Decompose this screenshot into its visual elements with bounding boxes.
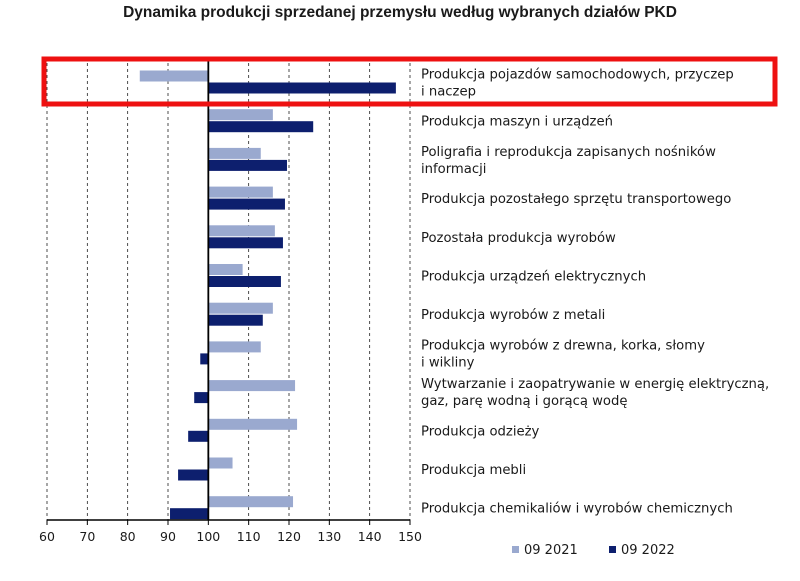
bar-series-2 <box>178 469 209 481</box>
x-tick-label: 70 <box>79 529 95 544</box>
x-tick-label: 150 <box>398 529 422 544</box>
category-label: Produkcja pozostałego sprzętu transporto… <box>421 192 731 207</box>
x-tick-label: 110 <box>237 529 261 544</box>
bar-series-2 <box>194 392 209 404</box>
bar-series-1 <box>208 109 273 121</box>
highlight-rectangle <box>41 56 778 107</box>
bar-series-1 <box>208 302 273 314</box>
x-tick-label: 140 <box>358 529 382 544</box>
category-label: i wikliny <box>421 355 475 370</box>
bar-series-2 <box>208 314 263 326</box>
bar-series-1 <box>208 341 261 353</box>
bar-series-1 <box>208 186 273 198</box>
bars <box>139 70 396 520</box>
x-tick-label: 100 <box>196 529 220 544</box>
category-label: Produkcja maszyn i urządzeń <box>421 114 613 130</box>
category-labels: Produkcja pojazdów samochodowych, przycz… <box>421 67 769 517</box>
legend-label: 09 2021 <box>524 543 578 558</box>
bar-series-1 <box>208 496 294 508</box>
category-label: i naczep <box>421 85 476 100</box>
category-label: Produkcja pojazdów samochodowych, przycz… <box>421 67 734 83</box>
bar-series-1 <box>208 225 275 237</box>
x-tick-label: 130 <box>317 529 341 544</box>
bar-series-1 <box>139 70 209 82</box>
legend-swatch <box>609 546 616 553</box>
bar-series-2 <box>200 353 209 365</box>
category-label: Produkcja chemikaliów i wyrobów chemiczn… <box>421 501 733 517</box>
category-label: Poligrafia i reprodukcja zapisanych nośn… <box>421 144 716 160</box>
x-tick-label: 120 <box>277 529 301 544</box>
category-label: Produkcja mebli <box>421 463 526 478</box>
category-label: Wytwarzanie i zaopatrywanie w energię el… <box>421 377 769 392</box>
category-label: Produkcja odzieży <box>421 424 540 439</box>
bar-series-1 <box>208 380 296 392</box>
highlight-frame <box>41 56 778 107</box>
bar-series-2 <box>208 237 283 249</box>
tick-labels: 60 70 80 90 100 110 120 130 140 150 <box>39 529 422 544</box>
category-label: informacji <box>421 162 486 177</box>
category-label: Pozostała produkcja wyrobów <box>421 230 616 246</box>
category-label: gaz, parę wodną i gorącą wodę <box>421 394 627 409</box>
bar-series-2 <box>188 430 209 442</box>
bar-series-1 <box>208 457 233 469</box>
legend-label: 09 2022 <box>621 543 675 558</box>
bar-series-2 <box>208 121 314 133</box>
chart-title: Dynamika produkcji sprzedanej przemysłu … <box>123 4 677 21</box>
category-label: Produkcja wyrobów z drewna, korka, słomy <box>421 337 705 353</box>
bar-series-1 <box>208 147 261 159</box>
x-tick-label: 80 <box>120 529 136 544</box>
axes <box>46 57 411 525</box>
grid-lines <box>46 57 411 520</box>
bar-series-2 <box>170 508 209 520</box>
x-tick-label: 90 <box>160 529 176 544</box>
bar-series-2 <box>208 276 281 287</box>
bar-series-2 <box>208 82 396 94</box>
bar-series-1 <box>208 418 298 430</box>
legend-swatch <box>512 546 519 553</box>
category-label: Produkcja wyrobów z metali <box>421 307 605 323</box>
category-label: Produkcja urządzeń elektrycznych <box>421 269 646 285</box>
bar-series-2 <box>208 198 285 210</box>
legend: 09 2021 09 2022 <box>512 543 675 558</box>
x-tick-label: 60 <box>39 529 55 544</box>
bar-series-1 <box>208 264 243 275</box>
bar-series-2 <box>208 159 287 171</box>
